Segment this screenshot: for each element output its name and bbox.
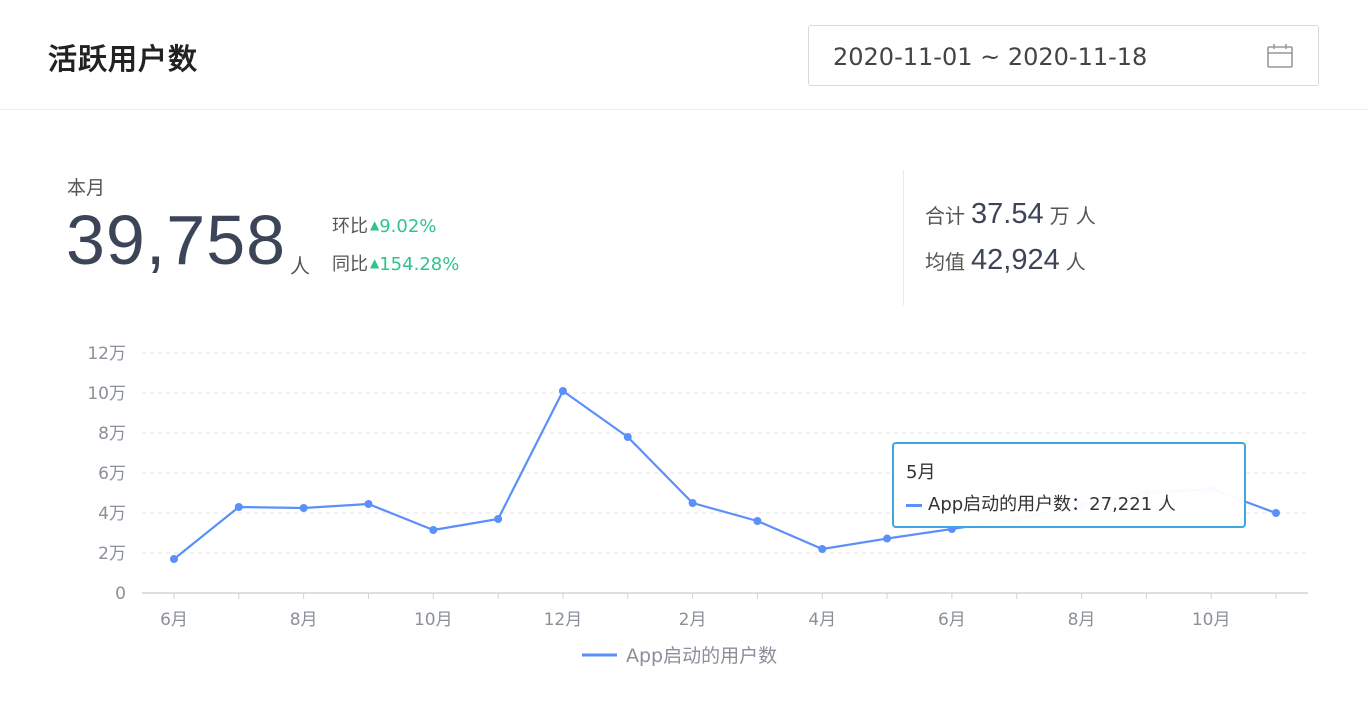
avg-label: 均值 bbox=[925, 250, 965, 274]
total-stat: 合计 37.54 万 人 bbox=[925, 198, 1096, 231]
x-tick-label: 2月 bbox=[679, 610, 707, 630]
data-point bbox=[753, 517, 762, 525]
mom-value: 9.02% bbox=[379, 216, 437, 237]
data-point bbox=[818, 545, 827, 553]
data-point bbox=[429, 526, 438, 534]
data-point bbox=[688, 499, 697, 507]
tooltip-series-swatch bbox=[906, 503, 922, 507]
yoy-label: 同比 bbox=[332, 254, 368, 275]
y-tick-label: 12万 bbox=[87, 344, 126, 364]
vertical-divider bbox=[903, 170, 904, 305]
page-title: 活跃用户数 bbox=[48, 42, 199, 76]
mom-label: 环比 bbox=[332, 216, 368, 237]
x-tick-label: 12月 bbox=[544, 610, 583, 630]
date-range-text: 2020-11-01 ~ 2020-11-18 bbox=[833, 43, 1148, 71]
y-tick-label: 0 bbox=[115, 584, 126, 604]
kpi-value: 39,758 bbox=[66, 201, 287, 279]
yoy-value: 154.28% bbox=[379, 254, 460, 275]
total-value: 37.54 bbox=[971, 198, 1044, 230]
data-point bbox=[883, 534, 892, 543]
data-point bbox=[364, 500, 373, 508]
data-point bbox=[494, 515, 503, 523]
y-tick-label: 2万 bbox=[98, 544, 126, 564]
avg-unit: 人 bbox=[1065, 250, 1086, 274]
x-tick-label: 4月 bbox=[808, 610, 836, 630]
tooltip-title: 5月 bbox=[906, 462, 936, 483]
kpi-unit: 人 bbox=[290, 254, 310, 278]
up-arrow-icon: ▲ bbox=[370, 256, 380, 270]
y-tick-label: 8万 bbox=[98, 424, 126, 444]
mom-compare: 环比 ▲9.02% bbox=[332, 212, 436, 238]
x-tick-label: 8月 bbox=[1068, 610, 1096, 630]
data-point bbox=[170, 555, 178, 563]
y-tick-label: 6万 bbox=[98, 464, 126, 484]
tooltip-value: 27,221 bbox=[1089, 494, 1153, 515]
x-tick-label: 6月 bbox=[160, 610, 188, 630]
x-tick-label: 8月 bbox=[290, 610, 318, 630]
x-tick-label: 10月 bbox=[414, 610, 453, 630]
data-point bbox=[558, 387, 567, 395]
y-tick-label: 4万 bbox=[98, 504, 126, 524]
date-range-picker[interactable]: 2020-11-01 ~ 2020-11-18 bbox=[808, 25, 1319, 86]
avg-value: 42,924 bbox=[971, 244, 1060, 276]
tooltip-series-label: App启动的用户数： bbox=[928, 494, 1090, 515]
up-arrow-icon: ▲ bbox=[370, 218, 380, 232]
data-point bbox=[1272, 509, 1280, 517]
tooltip-unit: 人 bbox=[1157, 494, 1176, 515]
card-header: 活跃用户数 2020-11-01 ~ 2020-11-18 bbox=[0, 0, 1368, 110]
data-point bbox=[234, 503, 243, 511]
data-point bbox=[299, 504, 308, 512]
total-label: 合计 bbox=[925, 204, 965, 228]
average-stat: 均值 42,924 人 bbox=[925, 244, 1086, 277]
x-tick-label: 6月 bbox=[938, 610, 966, 630]
yoy-compare: 同比 ▲154.28% bbox=[332, 250, 459, 276]
legend-label: App启动的用户数 bbox=[626, 645, 777, 667]
y-tick-label: 10万 bbox=[87, 384, 126, 404]
total-unit: 万 人 bbox=[1049, 204, 1096, 228]
x-tick-label: 10月 bbox=[1192, 610, 1231, 630]
kpi-period-label: 本月 bbox=[67, 177, 106, 199]
line-chart[interactable]: 0 2万 4万 6万 8万 10万 12万 6月 8月 10月 12月 2月 4月 6月 8月 10月 App启… bbox=[0, 320, 1368, 712]
data-point bbox=[623, 433, 632, 441]
calendar-icon[interactable] bbox=[1266, 43, 1294, 69]
chart-tooltip: 5月 App启动的用户数：27,221 人 bbox=[892, 442, 1246, 528]
tooltip-row: App启动的用户数：27,221 人 bbox=[906, 490, 1176, 516]
